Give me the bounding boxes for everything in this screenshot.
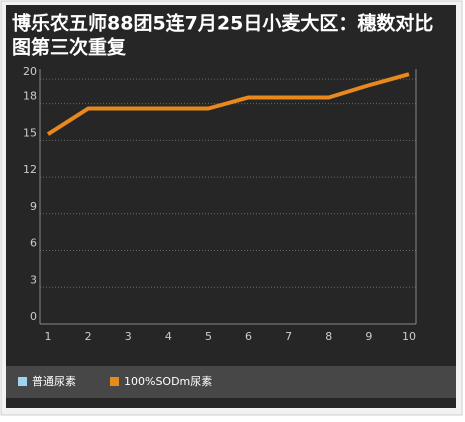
legend-label: 普通尿素 <box>32 374 76 388</box>
x-tick-label: 6 <box>245 330 252 343</box>
y-tick-label: 12 <box>23 163 37 176</box>
chart-background <box>6 5 456 408</box>
y-tick-label: 9 <box>30 200 37 213</box>
legend-background <box>6 366 456 398</box>
x-tick-label: 7 <box>285 330 292 343</box>
chart-title-line: 图第三次重复 <box>12 36 127 59</box>
y-tick-label: 3 <box>30 273 37 286</box>
x-tick-label: 8 <box>325 330 332 343</box>
x-tick-label: 3 <box>125 330 132 343</box>
y-tick-label: 18 <box>23 90 37 103</box>
x-tick-label: 4 <box>165 330 172 343</box>
x-tick-label: 10 <box>402 330 416 343</box>
legend-marker <box>110 377 119 386</box>
y-tick-label: 20 <box>23 65 37 78</box>
x-tick-label: 1 <box>45 330 52 343</box>
legend-marker <box>18 377 27 386</box>
legend-label: 100%SODm尿素 <box>124 375 212 388</box>
y-tick-label: 0 <box>30 310 37 323</box>
x-tick-label: 9 <box>365 330 372 343</box>
y-tick-label: 15 <box>23 126 37 139</box>
line-series <box>46 72 410 136</box>
y-tick-label: 6 <box>30 237 37 250</box>
x-tick-label: 2 <box>85 330 92 343</box>
chart-title: 博乐农五师88团5连7月25日小麦大区：穗数对比 <box>12 12 433 35</box>
x-tick-label: 5 <box>205 330 212 343</box>
